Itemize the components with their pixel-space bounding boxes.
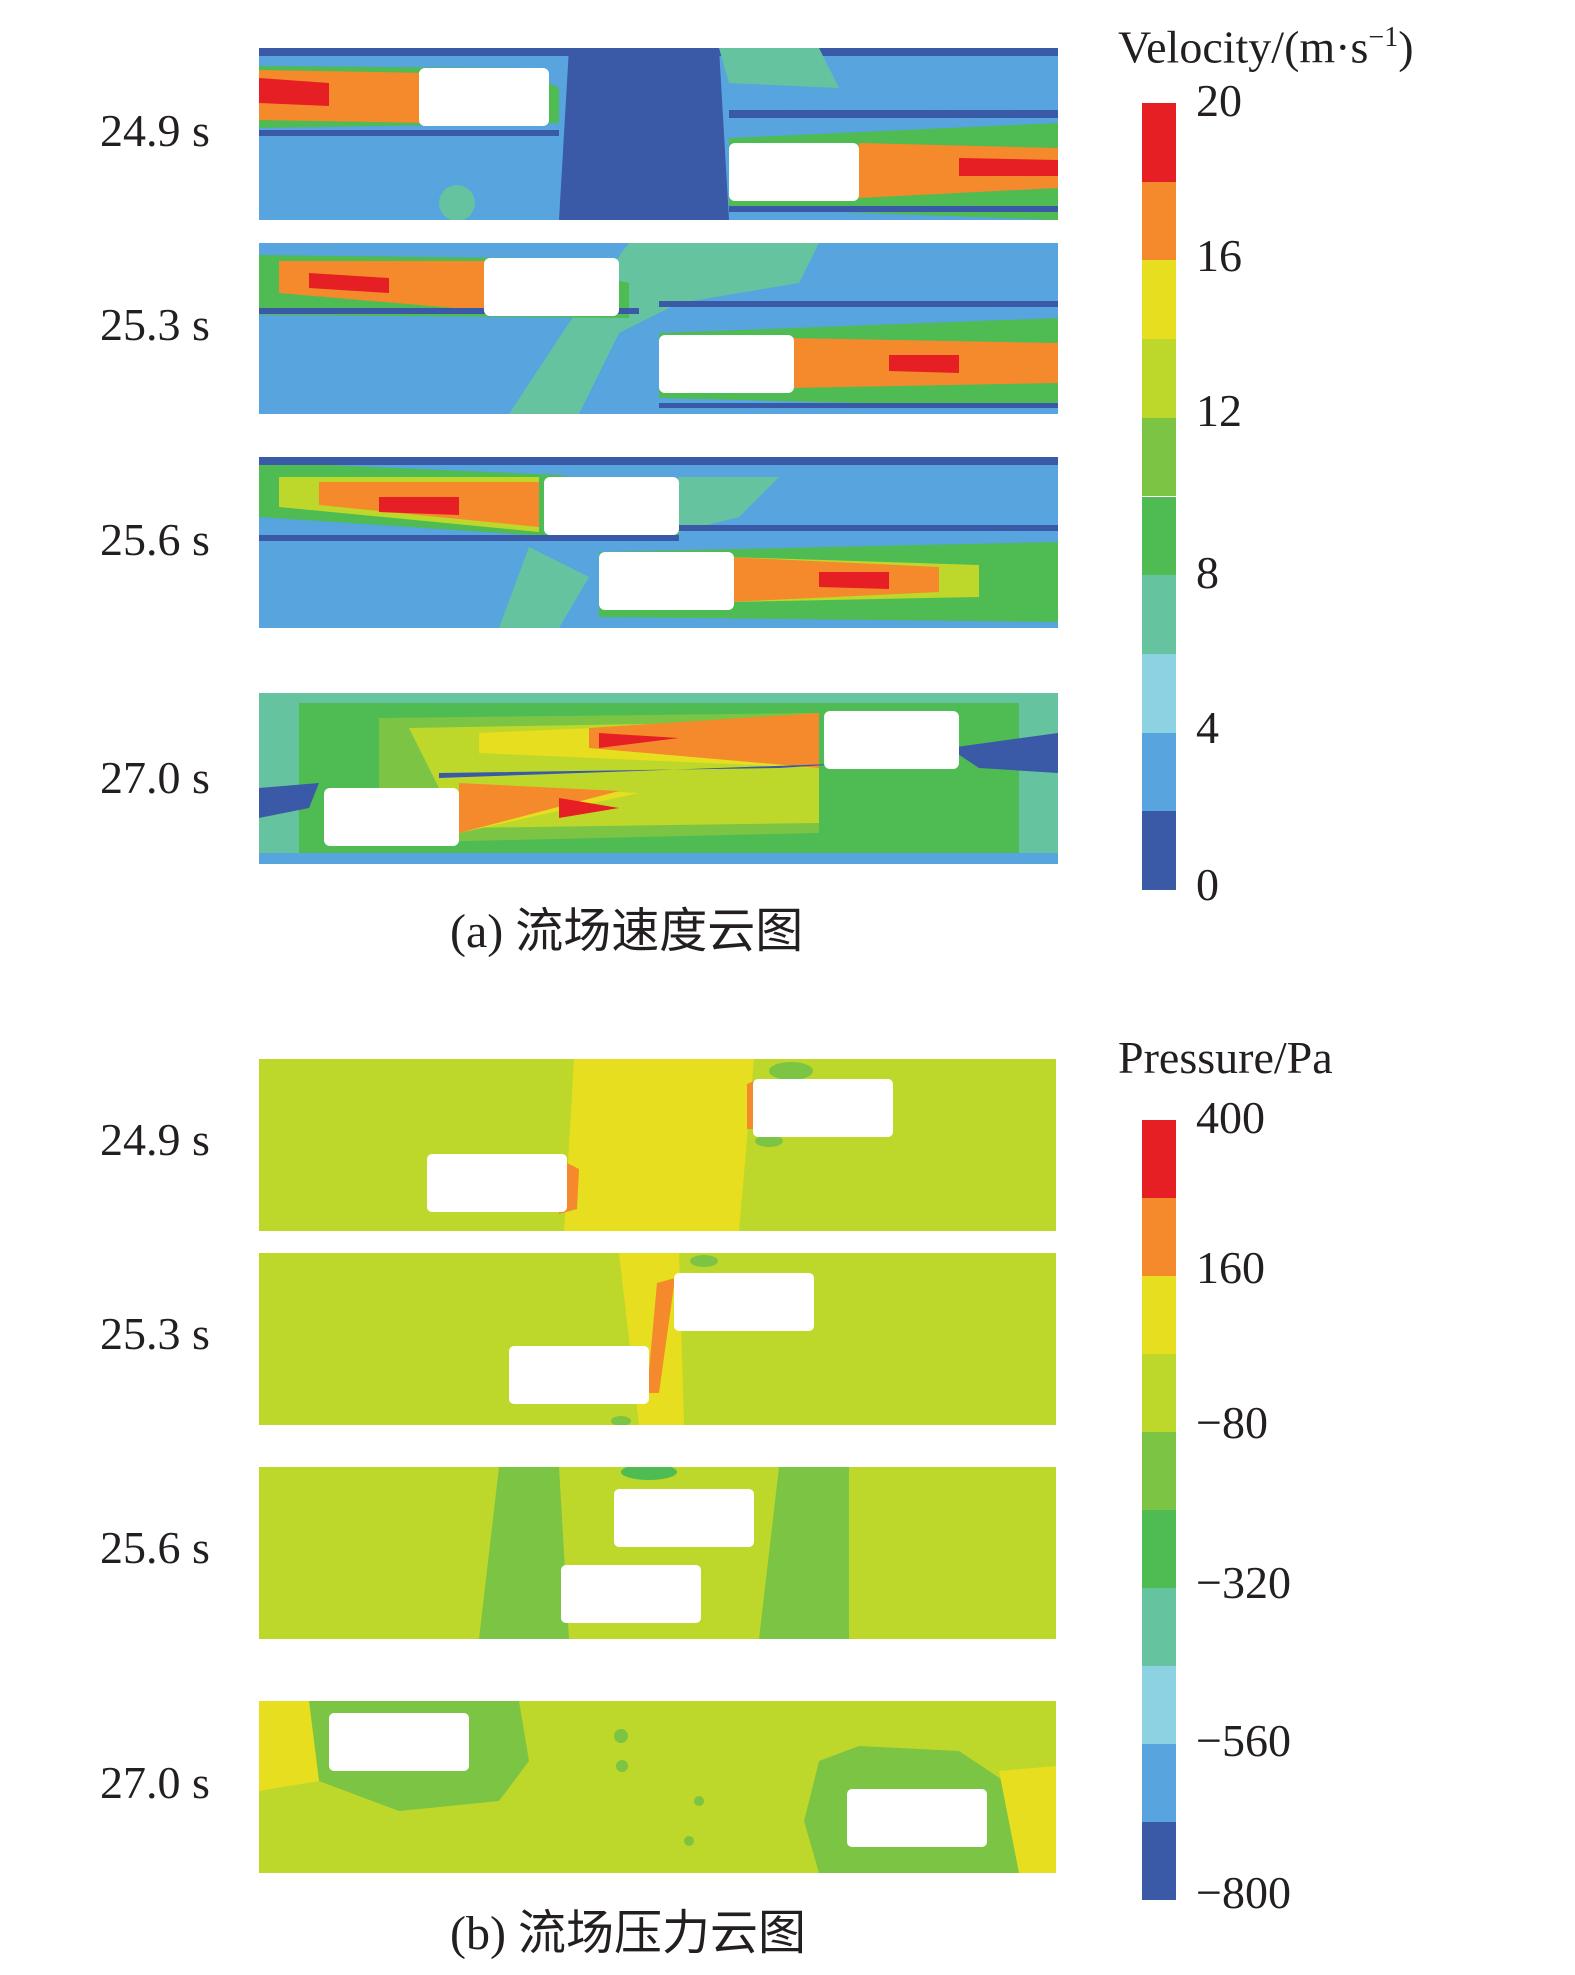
velocity-tick-label: 0 — [1196, 859, 1219, 910]
colorbar-segment — [1142, 1198, 1176, 1276]
pressure-tick-label: −80 — [1196, 1397, 1268, 1448]
velocity-legend-title: Velocity/(m·s−1) — [1118, 21, 1414, 73]
velocity-tick-label: 4 — [1196, 702, 1219, 753]
pressure-time-label: 25.6 s — [100, 1522, 210, 1573]
colorbar-segment — [1142, 1744, 1176, 1822]
colorbar-segment — [1142, 1432, 1176, 1510]
colorbar-segment — [1142, 1354, 1176, 1432]
colorbar-segment — [1142, 417, 1176, 497]
colorbar-segment — [1142, 1276, 1176, 1354]
pressure-time-label: 24.9 s — [100, 1114, 210, 1165]
colorbar-segment — [1142, 732, 1176, 812]
velocity-caption: (a) 流场速度云图 — [450, 905, 804, 958]
velocity-time-label: 24.9 s — [100, 105, 210, 156]
velocity-tick-label: 20 — [1196, 75, 1242, 126]
colorbar-segment — [1142, 575, 1176, 654]
colorbar-segment — [1142, 1666, 1176, 1744]
pressure-colorbar — [1142, 1120, 1176, 1900]
colorbar-segment — [1142, 103, 1176, 182]
colorbar-segment — [1142, 1120, 1176, 1198]
velocity-time-label: 27.0 s — [100, 752, 210, 803]
pressure-tick-label: −320 — [1196, 1557, 1291, 1608]
pressure-tick-label: −560 — [1196, 1715, 1291, 1766]
pressure-contour-panel — [259, 1253, 1056, 1425]
velocity-tick-label: 12 — [1196, 385, 1242, 436]
velocity-colorbar — [1142, 103, 1176, 890]
velocity-tick-label: 8 — [1196, 547, 1219, 598]
pressure-tick-label: 160 — [1196, 1242, 1265, 1293]
velocity-time-label: 25.3 s — [100, 299, 210, 350]
pressure-tick-label: −800 — [1196, 1867, 1291, 1918]
velocity-contour-panel — [259, 48, 1058, 220]
pressure-contour-panel — [259, 1059, 1056, 1231]
velocity-time-label: 25.6 s — [100, 514, 210, 565]
velocity-contour-panel — [259, 457, 1058, 628]
colorbar-segment — [1142, 811, 1176, 890]
pressure-caption: (b) 流场压力云图 — [450, 1907, 806, 1960]
colorbar-segment — [1142, 181, 1176, 261]
colorbar-segment — [1142, 1822, 1176, 1900]
colorbar-segment — [1142, 1510, 1176, 1588]
colorbar-segment — [1142, 339, 1176, 418]
colorbar-segment — [1142, 496, 1176, 576]
velocity-tick-label: 16 — [1196, 230, 1242, 281]
pressure-time-label: 27.0 s — [100, 1757, 210, 1808]
pressure-tick-label: 400 — [1196, 1092, 1265, 1143]
pressure-time-label: 25.3 s — [100, 1308, 210, 1359]
colorbar-segment — [1142, 260, 1176, 340]
pressure-contour-panel — [259, 1467, 1056, 1639]
colorbar-segment — [1142, 653, 1176, 733]
pressure-contour-panel — [259, 1701, 1056, 1873]
velocity-contour-panel — [259, 243, 1058, 414]
pressure-legend-title: Pressure/Pa — [1118, 1032, 1333, 1083]
colorbar-segment — [1142, 1588, 1176, 1666]
velocity-contour-panel — [259, 693, 1058, 864]
